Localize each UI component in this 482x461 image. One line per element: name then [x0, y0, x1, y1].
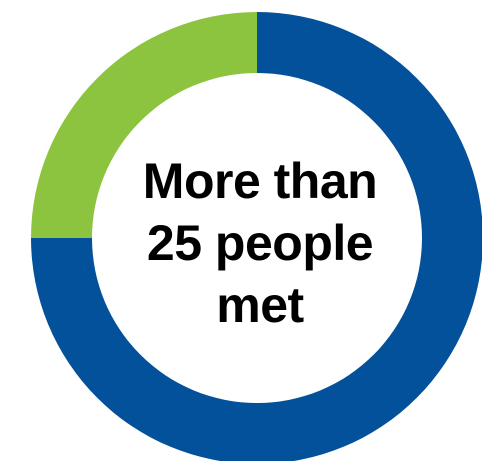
center-label-line-2: 25 people [146, 215, 374, 271]
donut-slice-2 [31, 12, 257, 238]
center-label: More than 25 people met [100, 150, 420, 336]
center-label-line-3: met [216, 277, 304, 333]
center-label-line-1: More than [142, 153, 378, 209]
donut-slices [31, 12, 482, 461]
